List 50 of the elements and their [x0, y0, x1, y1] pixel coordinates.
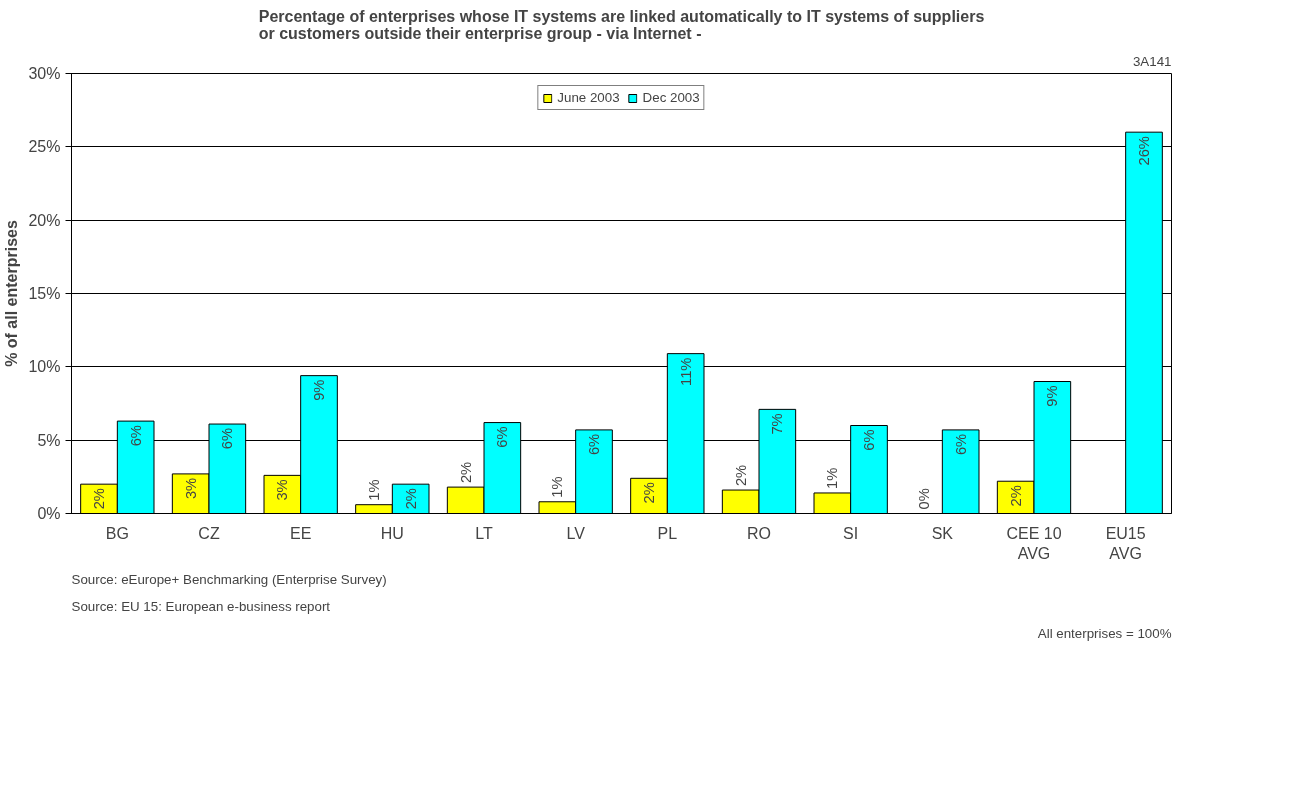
y-tick-label: 15%	[28, 285, 61, 302]
x-tick-label: EE	[289, 524, 312, 542]
data-label: 6%	[127, 425, 144, 447]
x-tick-label: SI	[843, 524, 859, 542]
y-tick-label: 10%	[28, 358, 61, 376]
chart-title: Percentage of enterprises whose IT systems are linked automatically to IT systems of suppliers or customers outside their enterprise group - via Internet -	[258, 7, 985, 42]
data-label: 6%	[861, 429, 877, 451]
data-label: 2%	[732, 464, 749, 487]
y-tick-label: 25%	[28, 138, 61, 156]
x-tick-label: BG	[105, 524, 129, 542]
data-label: 6%	[494, 426, 511, 448]
data-label: 6%	[586, 433, 602, 456]
data-label: 7%	[769, 413, 786, 435]
x-tick-label: SK	[931, 524, 954, 542]
data-label: 6%	[219, 428, 236, 450]
y-axis-title: % of all enterprises	[3, 220, 21, 367]
data-label: 9%	[1044, 385, 1061, 407]
data-label: 1%	[824, 467, 841, 489]
x-tick-label: CEE 10 AVG	[1006, 524, 1062, 562]
data-label: 3%	[274, 479, 291, 501]
x-tick-label: EU15 AVG	[1105, 524, 1146, 562]
x-tick-label: LT	[475, 524, 493, 542]
x-tick-label: PL	[657, 524, 678, 542]
data-label: 26%	[1136, 136, 1152, 166]
x-tick-label: RO	[747, 524, 771, 542]
data-label: 2%	[402, 488, 419, 510]
data-label: 2%	[1007, 485, 1024, 507]
y-tick-label: 20%	[28, 211, 61, 229]
data-label: 2%	[641, 482, 657, 504]
data-label: 3%	[182, 477, 199, 500]
data-label: 2%	[457, 461, 474, 484]
data-label: 1%	[549, 476, 566, 498]
data-label: 9%	[311, 379, 327, 401]
x-tick-label: LV	[566, 524, 586, 542]
data-label: 0%	[916, 488, 932, 510]
text: 3A141	[1132, 53, 1172, 69]
text: All enterprises = 100%	[1037, 625, 1172, 641]
y-tick-label: 0%	[37, 505, 61, 522]
x-tick-label: HU	[380, 524, 404, 542]
data-label: 11%	[677, 357, 694, 386]
legend-label: June 2003	[557, 90, 620, 105]
data-label: 2%	[91, 488, 107, 510]
source-note: Source: EU 15: European e-business report	[71, 598, 331, 614]
y-tick-label: 30%	[28, 65, 61, 82]
legend-label: Dec 2003	[642, 90, 700, 105]
data-label: 1%	[366, 479, 382, 501]
y-tick-label: 5%	[37, 431, 61, 449]
x-tick-label: CZ	[198, 524, 220, 542]
data-label: 6%	[952, 433, 969, 456]
source-note: Source: eEurope+ Benchmarking (Enterprise Survey)	[71, 571, 387, 587]
